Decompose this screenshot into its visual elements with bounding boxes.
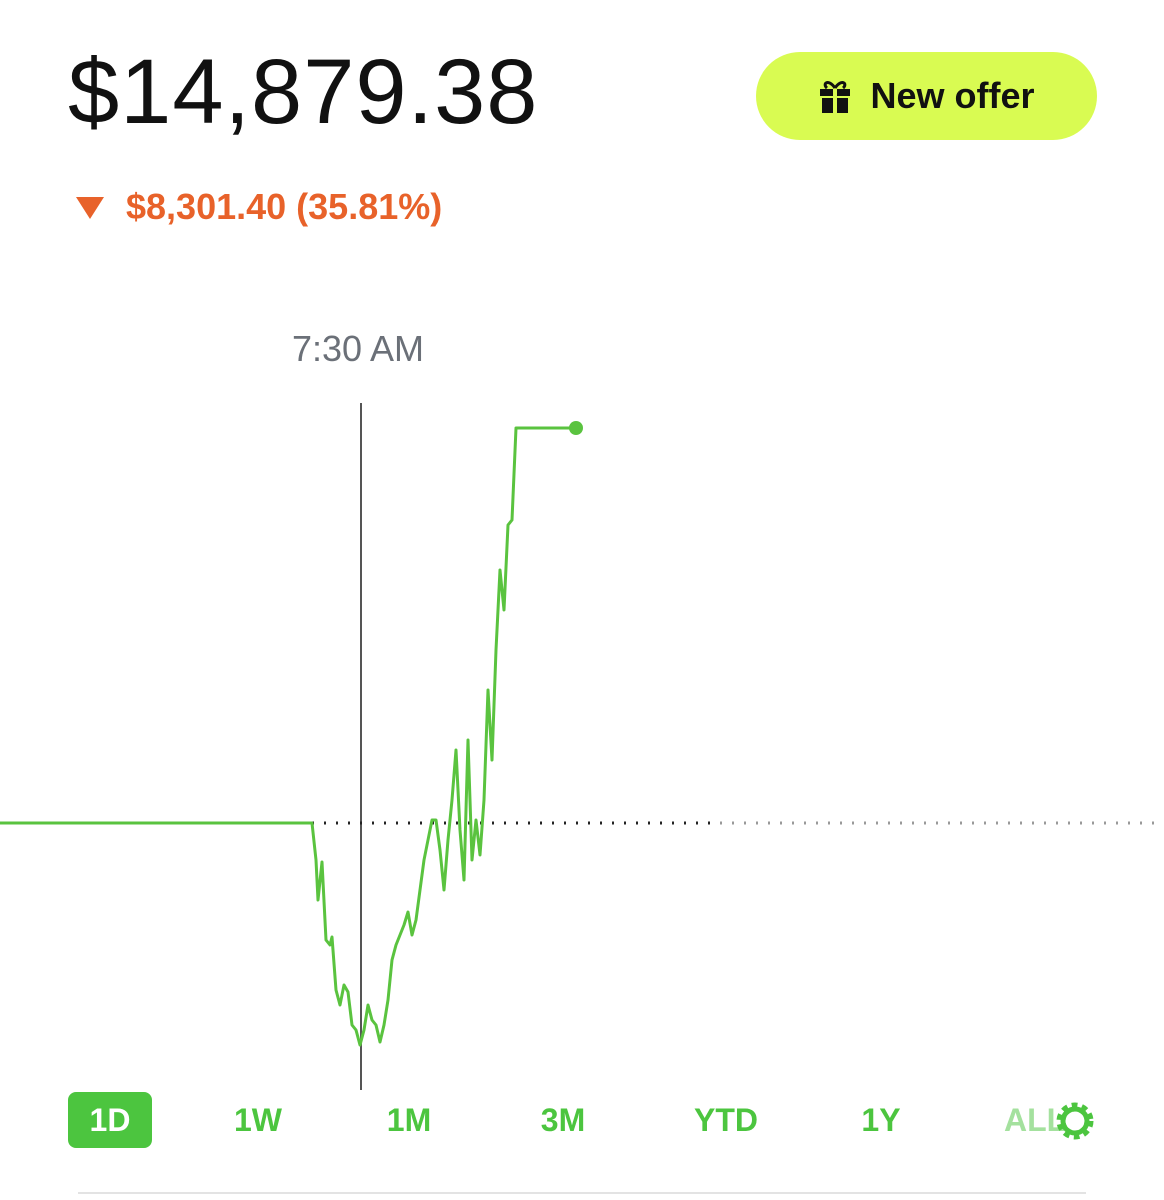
settings-icon[interactable] <box>1054 1100 1096 1142</box>
gift-icon <box>820 81 851 113</box>
price-line <box>0 426 576 1047</box>
range-selector: 1D 1W 1M 3M YTD 1Y ALL <box>0 1092 1164 1148</box>
range-tab[interactable]: 1W <box>234 1102 282 1138</box>
range-tab[interactable]: YTD <box>694 1102 758 1138</box>
change-text: $8,301.40 (35.81%) <box>126 186 443 227</box>
range-tab[interactable]: 1M <box>386 1102 432 1138</box>
cursor-label: 7:30 AM <box>291 328 425 369</box>
range-tab[interactable]: 1D <box>68 1092 152 1148</box>
offer-button[interactable]: New offer <box>756 52 1097 140</box>
balance: $14,879.38 <box>68 41 539 143</box>
range-tab[interactable]: ALL <box>1004 1102 1064 1138</box>
change: $8,301.40 (35.81%) <box>76 186 442 228</box>
end-dot <box>569 421 583 435</box>
range-tab[interactable]: 1Y <box>861 1102 901 1138</box>
offer-label: New offer <box>870 75 1035 116</box>
divider <box>78 1192 1086 1194</box>
down-arrow <box>76 197 104 219</box>
range-tab[interactable]: 3M <box>540 1102 586 1138</box>
